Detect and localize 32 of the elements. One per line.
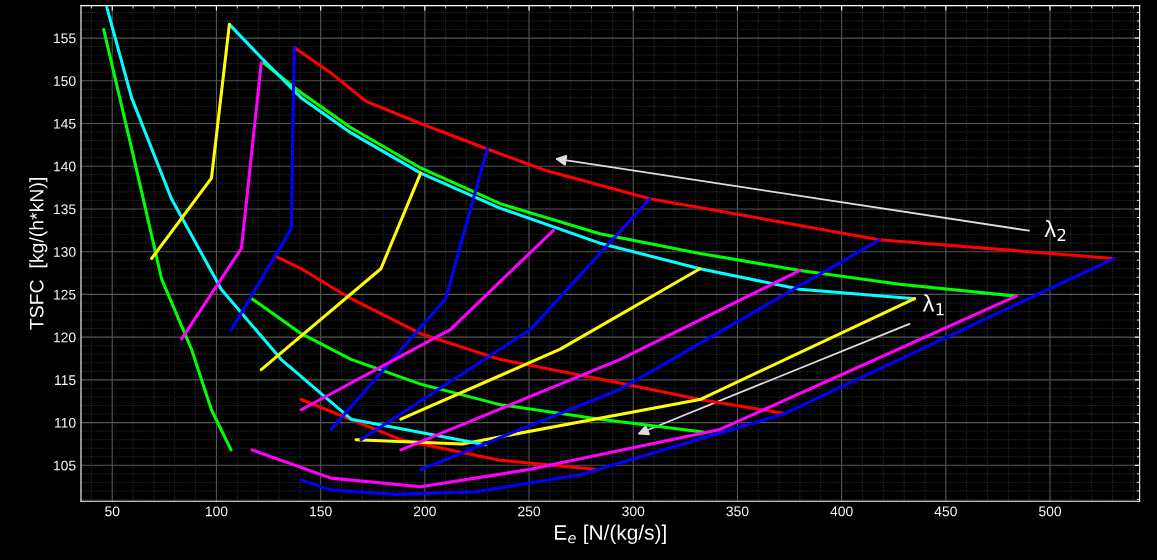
- annotation: λ$_{1}$: [922, 294, 944, 316]
- line-series: [299, 257, 1116, 496]
- line-series: [250, 297, 705, 434]
- y-tick-label: 135: [54, 204, 76, 215]
- y-tick-label: 110: [55, 417, 76, 428]
- y-tick-label: 115: [55, 375, 76, 386]
- x-axis-title: E$_{e}$ [N/(kg/s)]: [555, 524, 666, 544]
- y-tick-label: 150: [54, 76, 76, 86]
- x-tick-label: 450: [934, 506, 957, 517]
- line-series: [273, 254, 785, 415]
- x-tick-label: 150: [310, 506, 332, 517]
- line-series: [102, 28, 233, 452]
- line-series: [105, 5, 487, 447]
- x-tick-label: 50: [105, 506, 120, 517]
- y-axis-title: TSFC [kg/(h*kN)]: [29, 178, 48, 330]
- line-series: [354, 297, 917, 446]
- y-tick-label: 125: [54, 289, 76, 300]
- x-tick-label: 400: [830, 506, 853, 517]
- annotation: λ$_{2}$: [1044, 219, 1066, 241]
- x-tick-label: 100: [205, 506, 228, 517]
- x-tick-label: 250: [518, 506, 541, 517]
- x-tick-label: 500: [1039, 506, 1062, 517]
- y-tick-label: 105: [54, 460, 76, 471]
- x-tick-label: 200: [413, 506, 436, 517]
- y-tick-label: 140: [54, 161, 76, 172]
- x-tick-label: 300: [622, 506, 645, 517]
- x-tick-label: 350: [726, 506, 749, 517]
- y-tick-label: 145: [54, 119, 76, 129]
- y-tick-label: 155: [54, 33, 76, 44]
- y-tick-label: 130: [54, 247, 76, 257]
- line-series: [250, 294, 1018, 489]
- y-tick-label: 120: [54, 332, 76, 343]
